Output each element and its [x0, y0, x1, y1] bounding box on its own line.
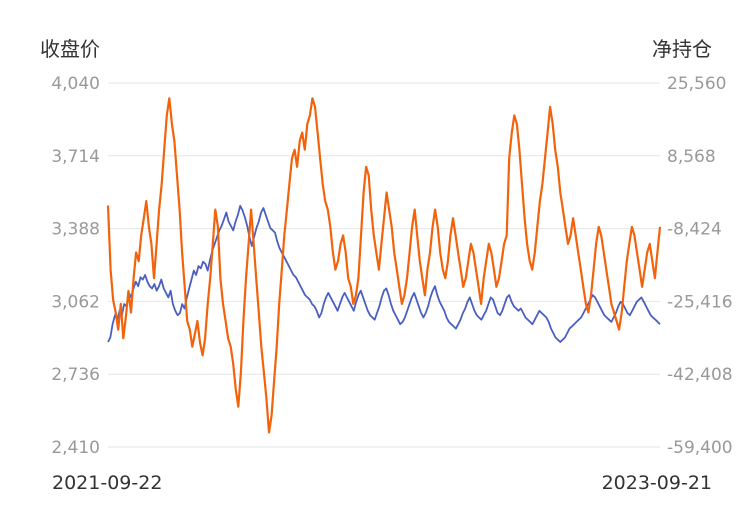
x-start-label: 2021-09-22	[52, 472, 162, 494]
left-tick-label: 2,736	[51, 365, 100, 385]
left-tick-label: 2,410	[51, 438, 100, 458]
close-price-line	[107, 204, 661, 343]
right-axis-ticks: 25,560 8,568 -8,424 -25,416 -42,408 -59,400	[667, 74, 733, 458]
left-axis-title: 收盘价	[40, 37, 100, 61]
right-axis-title: 净持仓	[652, 37, 712, 61]
left-tick-label: 3,062	[51, 292, 100, 312]
series-lines	[106, 97, 662, 434]
left-tick-label: 4,040	[51, 74, 100, 94]
left-tick-label: 3,388	[51, 220, 100, 240]
right-tick-label: -42,408	[667, 365, 733, 385]
right-tick-label: -25,416	[667, 292, 733, 312]
right-tick-label: -59,400	[667, 438, 733, 458]
left-tick-label: 3,714	[51, 147, 100, 167]
x-end-label: 2023-09-21	[602, 472, 712, 494]
right-tick-label: 8,568	[667, 147, 716, 167]
right-tick-label: -8,424	[667, 220, 722, 240]
gridlines	[108, 82, 660, 448]
net-position-line	[106, 97, 662, 434]
left-axis-ticks: 4,040 3,714 3,388 3,062 2,736 2,410	[51, 74, 100, 458]
right-tick-label: 25,560	[667, 74, 726, 94]
